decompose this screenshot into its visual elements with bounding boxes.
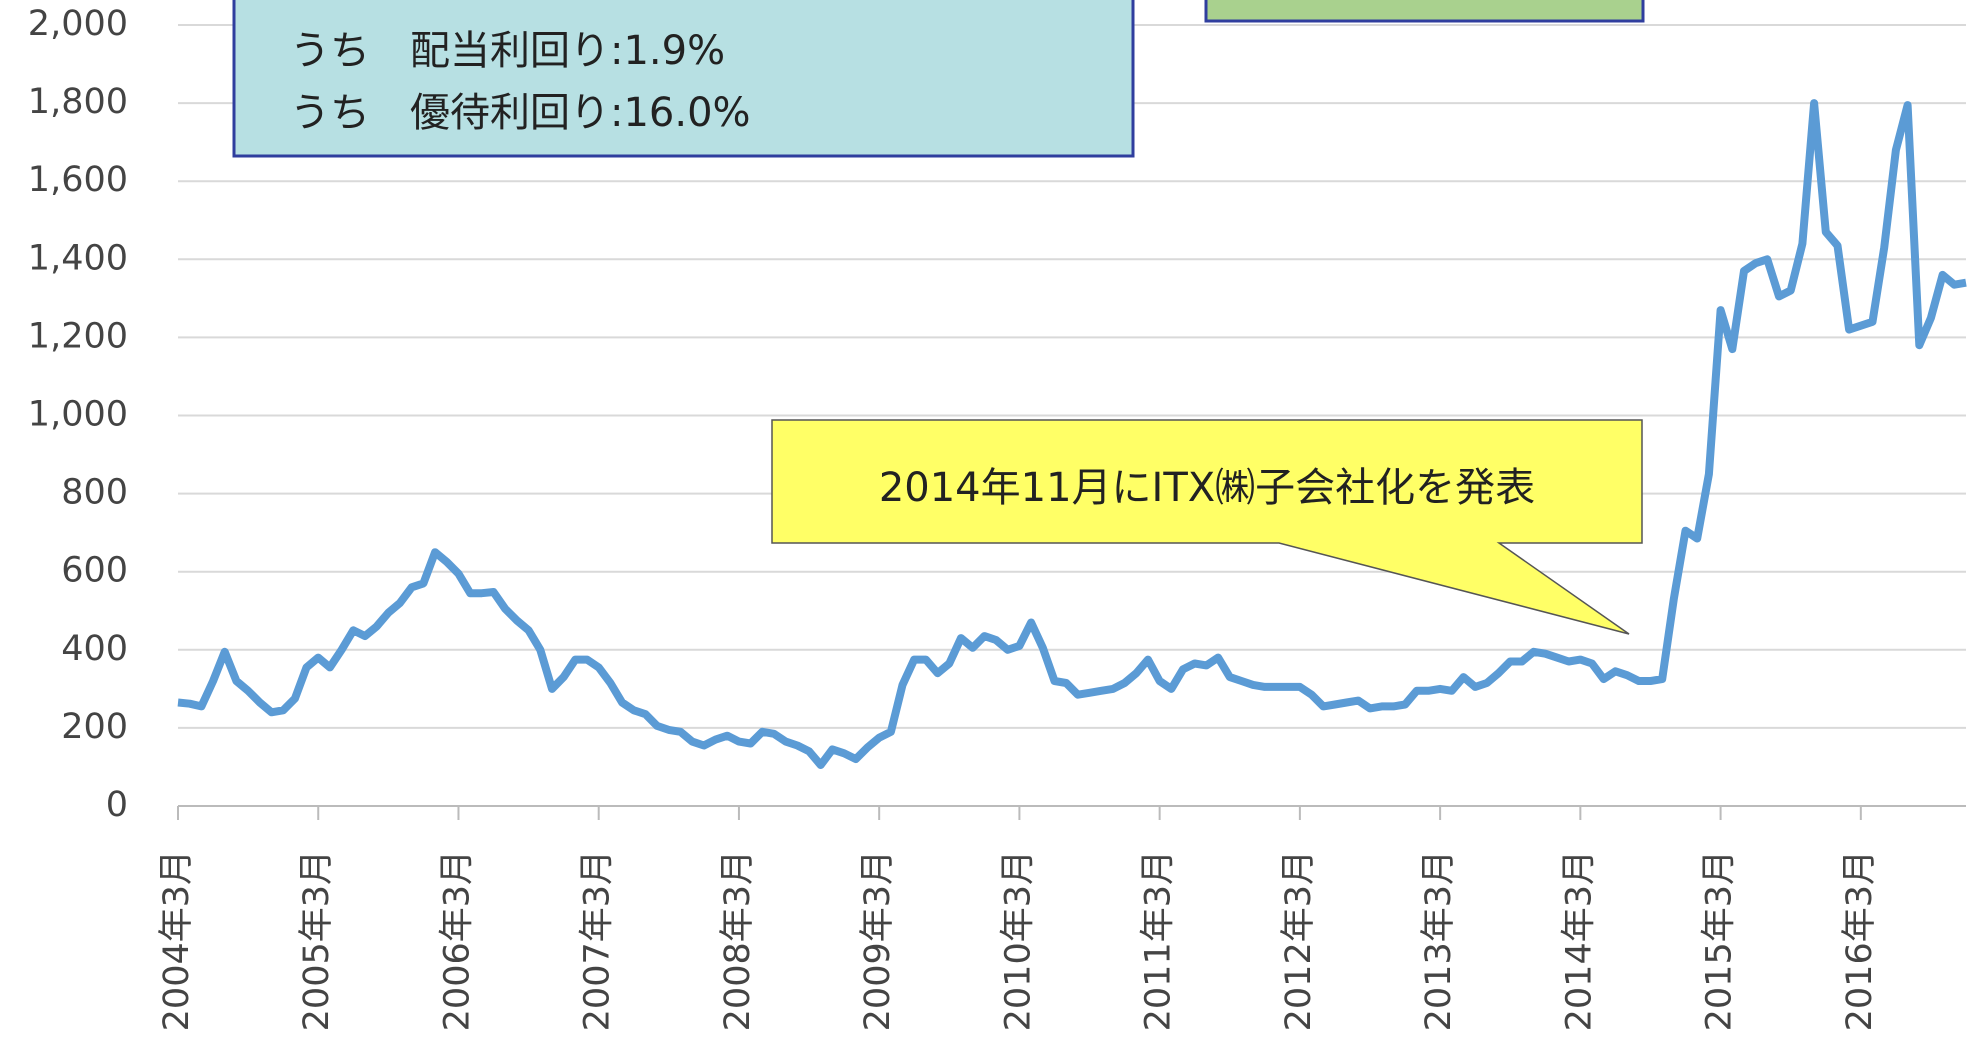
y-tick-label: 2,000 [28,4,128,44]
annotation: 2014年11月にITX㈱子会社化を発表 [879,465,1535,511]
line [177,99,1967,769]
y-tick-label: 1,000 [28,395,128,435]
y-tick-label: 1,600 [28,160,128,200]
x-tick-label: 2015年3月 [1700,850,1740,1031]
y-tick-label: 1,800 [28,82,128,122]
x-tick-label: 2007年3月 [578,850,618,1031]
x-tick-label: 2010年3月 [998,850,1038,1031]
x-tick-label: 2013年3月 [1419,850,1459,1031]
y-tick-label: 400 [61,629,128,669]
x-tick-label: 2008年3月 [718,850,758,1031]
x-tick-label: 2005年3月 [297,850,337,1031]
x-tick-label: 2012年3月 [1279,850,1319,1031]
y-tick-label: 800 [61,473,128,513]
info-line: うち 配当利回り:1.9% [290,28,725,74]
y-tick-label: 0 [106,785,128,825]
y-tick-label: 600 [61,551,128,591]
y-tick-label: 200 [61,707,128,747]
x-tick-label: 2016年3月 [1840,850,1880,1031]
green-box [1204,0,1645,23]
x-tick-label: 2006年3月 [437,850,477,1031]
info-box [232,0,1135,158]
y-tick-label: 1,400 [28,238,128,278]
x-tick-label: 2004年3月 [157,850,197,1031]
callout [771,419,1643,635]
y-tick-label: 1,200 [28,316,128,356]
x-tick-label: 2011年3月 [1139,850,1179,1031]
x-tick-label: 2014年3月 [1559,850,1599,1031]
info-line: うち 優待利回り:16.0% [290,90,751,136]
x-tick-label: 2009年3月 [858,850,898,1031]
